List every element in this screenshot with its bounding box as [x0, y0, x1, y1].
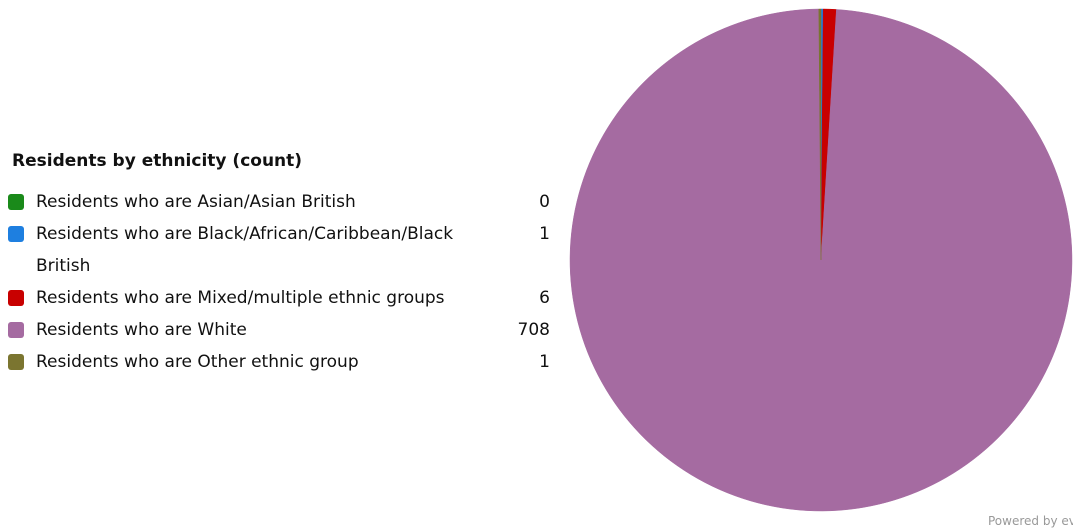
- legend-title: Residents by ethnicity (count): [12, 151, 303, 171]
- legend-swatch: [8, 290, 24, 306]
- legend-value: 1: [539, 352, 550, 372]
- legend-value: 708: [517, 320, 550, 340]
- pie-slice[interactable]: [569, 8, 1073, 512]
- legend-swatch: [8, 354, 24, 370]
- legend-label: Residents who are Asian/Asian British: [36, 192, 356, 212]
- legend-label: Residents who are Other ethnic group: [36, 352, 359, 372]
- legend-value: 0: [539, 192, 550, 212]
- pie-slice[interactable]: [818, 8, 822, 261]
- legend-item[interactable]: Residents who are White 708: [8, 314, 553, 346]
- legend-items: Residents who are Asian/Asian British 0 Re…: [8, 186, 553, 378]
- legend: Residents by ethnicity (count) Residents…: [8, 150, 553, 378]
- legend-label: Residents who are White: [36, 320, 247, 340]
- legend-item[interactable]: Residents who are Asian/Asian British 0: [8, 186, 553, 218]
- legend-item[interactable]: Residents who are Black/African/Caribbea…: [8, 218, 553, 282]
- legend-swatch: [8, 322, 24, 338]
- legend-swatch: [8, 226, 24, 242]
- legend-label: Residents who are Mixed/multiple ethnic …: [36, 288, 445, 308]
- legend-value: 6: [539, 288, 550, 308]
- legend-swatch: [8, 194, 24, 210]
- legend-value: 1: [539, 224, 550, 244]
- powered-by-text: Powered by ev: [988, 514, 1073, 528]
- legend-item[interactable]: Residents who are Mixed/multiple ethnic …: [8, 282, 553, 314]
- legend-label: Residents who are Black/African/Caribbea…: [36, 224, 454, 276]
- legend-item[interactable]: Residents who are Other ethnic group 1: [8, 346, 553, 378]
